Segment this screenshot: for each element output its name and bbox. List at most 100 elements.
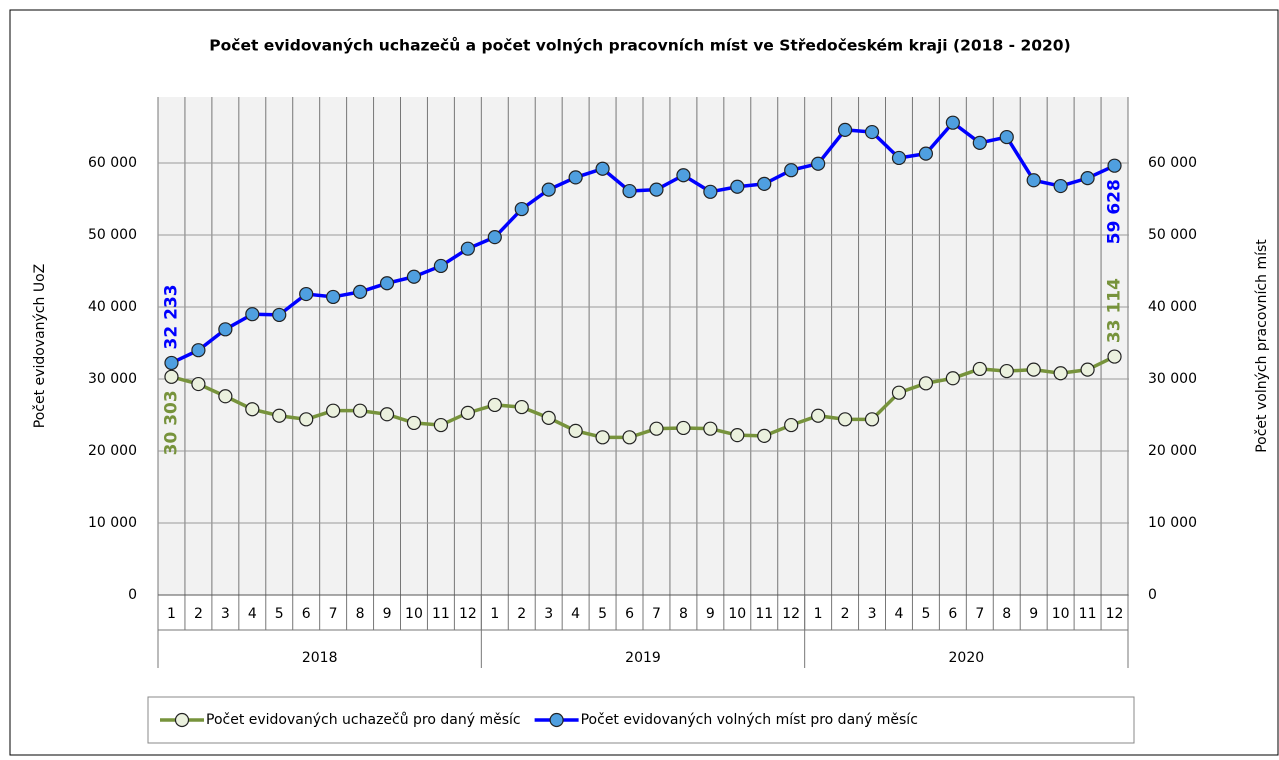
marker (1080, 171, 1095, 186)
marker (945, 371, 960, 386)
marker (514, 201, 529, 217)
x-tick-label: 12 (1106, 606, 1124, 622)
marker (326, 289, 341, 305)
marker (406, 415, 422, 431)
marker (245, 307, 260, 322)
x-tick-label: 6 (625, 606, 634, 622)
y-tick-label: 60 000 (88, 155, 137, 171)
marker (1026, 362, 1041, 377)
marker (972, 135, 987, 150)
marker (730, 428, 745, 443)
marker (568, 423, 583, 438)
marker (541, 182, 556, 197)
marker (433, 417, 449, 433)
y-tick-label: 0 (128, 587, 137, 603)
marker (703, 421, 718, 436)
marker (837, 122, 853, 137)
marker (757, 428, 772, 443)
marker (272, 408, 287, 423)
x-tick-label: 2 (194, 606, 203, 622)
y-tick-label: 50 000 (88, 227, 137, 243)
marker (1107, 158, 1122, 173)
marker (784, 417, 799, 433)
marker (945, 115, 960, 130)
y2-tick-label: 40 000 (1148, 299, 1197, 315)
y2-axis-label: Počet volných pracovních míst (1254, 239, 1270, 453)
x-group-label: 2018 (302, 650, 338, 666)
marker (703, 184, 718, 199)
marker (352, 403, 368, 418)
marker (514, 399, 529, 415)
marker (379, 276, 395, 291)
chart-title: Počet evidovaných uchazečů a počet volný… (209, 36, 1070, 55)
marker (595, 161, 610, 176)
marker (811, 156, 826, 171)
y-tick-label: 40 000 (88, 299, 137, 315)
x-group-label: 2020 (949, 650, 985, 666)
marker (218, 322, 233, 337)
marker (918, 146, 934, 161)
marker (757, 176, 772, 191)
x-tick-label: 3 (221, 606, 230, 622)
marker (299, 412, 314, 427)
x-tick-label: 5 (275, 606, 284, 622)
x-tick-label: 3 (544, 606, 553, 622)
data-label: 30 303 (161, 390, 181, 455)
marker (999, 363, 1014, 379)
x-tick-label: 2 (841, 606, 850, 622)
x-group-label: 2019 (625, 650, 661, 666)
x-tick-label: 1 (814, 606, 823, 622)
marker (837, 412, 853, 427)
marker (1080, 362, 1095, 377)
marker (1053, 178, 1068, 194)
marker (811, 408, 826, 423)
x-tick-label: 9 (1029, 606, 1038, 622)
marker (649, 182, 664, 197)
x-tick-label: 11 (1079, 606, 1097, 622)
legend-box (147, 696, 1135, 744)
marker (191, 343, 206, 358)
y2-tick-label: 20 000 (1148, 443, 1197, 459)
x-tick-label: 1 (490, 606, 499, 622)
marker (1107, 349, 1122, 364)
marker (164, 369, 179, 384)
legend-label: Počet evidovaných volných míst pro daný … (581, 712, 918, 728)
x-tick-label: 1 (167, 606, 176, 622)
marker (1053, 366, 1068, 381)
x-tick-label: 11 (755, 606, 773, 622)
marker (460, 241, 475, 256)
marker (622, 430, 637, 445)
x-tick-label: 5 (921, 606, 930, 622)
x-tick-label: 4 (895, 606, 904, 622)
y2-tick-label: 10 000 (1148, 515, 1197, 531)
y-axis-label: Počet evidovaných UoZ (32, 264, 48, 428)
marker (622, 183, 637, 199)
marker (460, 405, 475, 420)
marker (352, 284, 368, 299)
x-tick-label: 7 (329, 606, 338, 622)
marker (299, 286, 314, 302)
y2-tick-label: 50 000 (1148, 227, 1197, 243)
x-tick-label: 4 (248, 606, 257, 622)
marker (864, 124, 880, 140)
x-tick-label: 8 (356, 606, 365, 622)
x-tick-label: 9 (383, 606, 392, 622)
x-tick-label: 12 (459, 606, 477, 622)
legend-label: Počet evidovaných uchazečů pro daný měsí… (206, 712, 521, 728)
marker (864, 412, 880, 427)
x-tick-label: 4 (571, 606, 580, 622)
marker (541, 410, 556, 425)
legend-marker (549, 712, 564, 728)
marker (784, 163, 799, 178)
marker (326, 403, 341, 418)
marker (972, 361, 987, 377)
x-tick-label: 9 (706, 606, 715, 622)
data-label: 32 233 (161, 284, 181, 349)
marker (999, 129, 1014, 145)
marker (164, 355, 179, 371)
marker (730, 179, 745, 194)
y-tick-label: 10 000 (88, 515, 137, 531)
x-tick-label: 8 (679, 606, 688, 622)
x-tick-label: 5 (598, 606, 607, 622)
